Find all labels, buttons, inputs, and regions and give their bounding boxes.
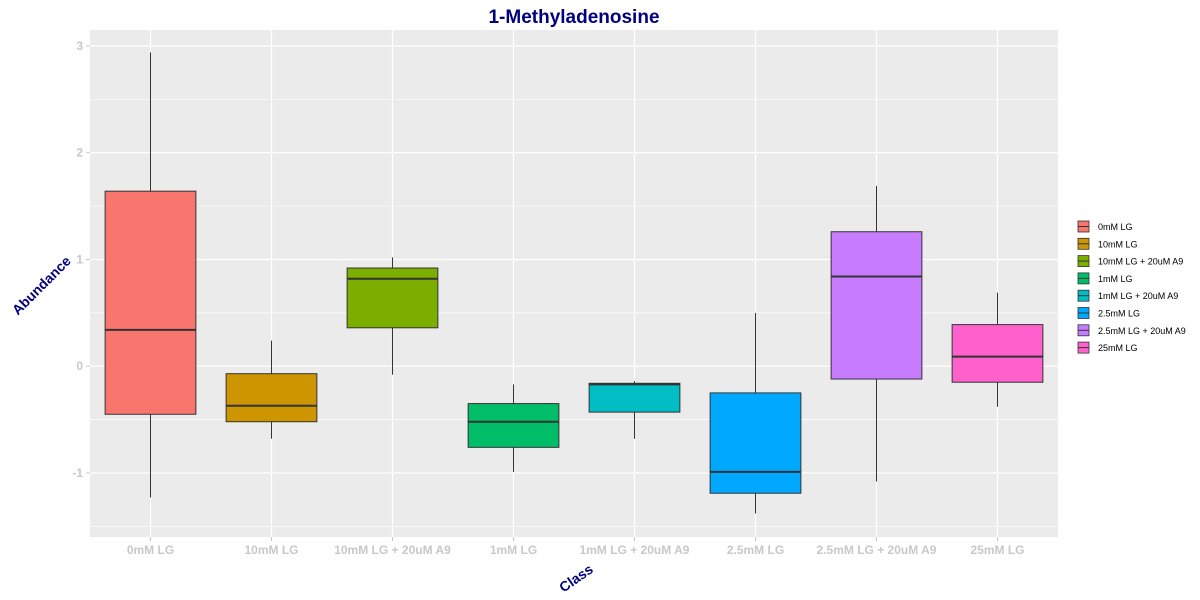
box-2-5mm-lg-20um-a9 (830, 185, 923, 482)
x-tick-label: 10mM LG + 20uM A9 (334, 543, 451, 557)
box-iqr (346, 267, 439, 329)
box-1mm-lg-20um-a9 (588, 381, 681, 439)
legend-label: 10mM LG (1098, 239, 1138, 249)
box-iqr (951, 324, 1044, 383)
legend: 0mM LG 10mM LG 10mM LG + 20uM A9 1mM LG 1mM … (1077, 220, 1186, 354)
legend-item: 2.5mM LG + 20uM A9 (1077, 324, 1186, 337)
box-iqr (830, 231, 923, 380)
box-0mm-lg (104, 52, 197, 498)
box-iqr (467, 403, 560, 448)
box-iqr (709, 392, 802, 494)
x-axis-ticks: 0mM LG 10mM LG 10mM LG + 20uM A9 1mM LG 1mM … (127, 537, 1025, 557)
x-tick-label: 0mM LG (127, 543, 174, 557)
y-tick-label: 1 (76, 252, 83, 266)
box-2-5mm-lg (709, 312, 802, 514)
x-tick-label: 1mM LG + 20uM A9 (580, 543, 690, 557)
box-25mm-lg (951, 292, 1044, 407)
legend-label: 2.5mM LG + 20uM A9 (1098, 326, 1186, 336)
x-tick-label: 2.5mM LG (727, 543, 784, 557)
legend-label: 1mM LG (1098, 274, 1133, 284)
x-tick-label: 2.5mM LG + 20uM A9 (817, 543, 937, 557)
x-tick-label: 1mM LG (490, 543, 537, 557)
legend-item: 10mM LG + 20uM A9 (1077, 255, 1183, 268)
legend-item: 1mM LG + 20uM A9 (1077, 289, 1178, 302)
legend-item: 0mM LG (1077, 220, 1133, 233)
y-tick-label: 3 (76, 39, 83, 53)
legend-item: 1mM LG (1077, 272, 1133, 285)
legend-item: 25mM LG (1077, 341, 1138, 354)
legend-label: 25mM LG (1098, 343, 1138, 353)
legend-label: 2.5mM LG (1098, 309, 1140, 319)
y-tick-label: -1 (72, 466, 83, 480)
boxes (104, 52, 1044, 514)
y-tick-label: 0 (76, 359, 83, 373)
y-tick-label: 2 (76, 146, 83, 160)
x-tick-label: 25mM LG (970, 543, 1024, 557)
x-tick-label: 10mM LG (244, 543, 298, 557)
box-1mm-lg (467, 384, 560, 472)
box-iqr (588, 382, 681, 413)
legend-label: 10mM LG + 20uM A9 (1098, 257, 1183, 267)
legend-label: 1mM LG + 20uM A9 (1098, 291, 1178, 301)
legend-item: 10mM LG (1077, 237, 1138, 250)
y-axis-ticks: -1 0 1 2 3 (72, 39, 90, 480)
box-10mm-lg (225, 340, 318, 439)
y-axis-title: Abundance (9, 253, 74, 318)
chart-title: 1-Methyladenosine (488, 7, 659, 28)
x-axis-title: Class (556, 561, 596, 596)
box-iqr (104, 190, 197, 415)
box-iqr (225, 373, 318, 423)
box-10mm-lg-20um-a9 (346, 257, 439, 375)
legend-label: 0mM LG (1098, 222, 1133, 232)
legend-item: 2.5mM LG (1077, 307, 1140, 319)
